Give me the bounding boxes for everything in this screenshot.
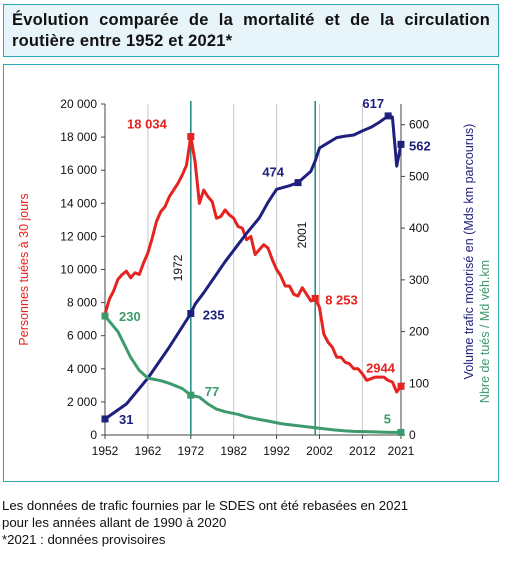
y-left-tick-label: 14 000 — [60, 196, 97, 210]
data-marker-traffic — [187, 309, 195, 317]
y-left-tick-label: 16 000 — [60, 163, 97, 177]
data-marker-deaths — [311, 294, 319, 302]
data-marker-ratio — [397, 428, 405, 436]
y-left-tick-label: 4 000 — [67, 362, 97, 376]
x-tick-label: 1982 — [220, 444, 247, 458]
data-label-traffic: 617 — [362, 96, 384, 111]
data-label-traffic: 562 — [409, 138, 431, 153]
data-label-deaths: 2944 — [366, 360, 396, 375]
y-right-tick-label: 500 — [409, 169, 429, 183]
y-left-tick-label: 8 000 — [67, 296, 97, 310]
reference-line-label-1972: 1972 — [171, 254, 185, 281]
series-line-traffic — [103, 114, 403, 421]
x-tick-label: 2012 — [349, 444, 376, 458]
y-right-axis-title-2: Nbre de tués / Md véh.km — [478, 260, 492, 403]
data-marker-traffic — [384, 112, 392, 120]
y-left-tick-label: 0 — [90, 428, 97, 442]
data-marker-ratio — [101, 312, 109, 320]
chart-svg: 0 2 000 4 000 6 000 8 000 10 000 12 000 14 000 1… — [17, 96, 492, 458]
data-label-ratio: 5 — [384, 411, 391, 426]
title-box: Évolution comparée de la mortalité et de… — [3, 4, 499, 57]
data-marker-deaths — [187, 133, 195, 141]
x-tick-label: 1972 — [177, 444, 204, 458]
x-tick-label: 1992 — [263, 444, 290, 458]
data-label-traffic: 235 — [203, 307, 225, 322]
chart-title: Évolution comparée de la mortalité et de… — [12, 11, 490, 50]
data-label-ratio: 230 — [119, 309, 141, 324]
y-left-tick-label: 20 000 — [60, 97, 97, 111]
note-line-1: Les données de trafic fournies par le SD… — [2, 498, 409, 513]
series-line-deaths — [103, 135, 403, 394]
x-tick-label: 1962 — [135, 444, 162, 458]
y-left-axis-title: Personnes tuées à 30 jours — [17, 193, 31, 345]
y-right-tick-label: 0 — [409, 428, 416, 442]
y-right-tick-label: 200 — [409, 325, 429, 339]
y-left-tick-label: 6 000 — [67, 329, 97, 343]
y-right-tick-label: 300 — [409, 273, 429, 287]
x-tick-label: 2021 — [388, 444, 415, 458]
series-line-ratio — [103, 314, 403, 434]
data-marker-traffic — [397, 140, 405, 148]
y-left-tick-label: 18 000 — [60, 130, 97, 144]
note-line-2: pour les années allant de 1990 à 2020 — [2, 515, 227, 530]
y-left-tick-label: 2 000 — [67, 395, 97, 409]
y-left-tick-label: 12 000 — [60, 229, 97, 243]
y-right-tick-label: 600 — [409, 118, 429, 132]
y-left-tick-label: 10 000 — [60, 263, 97, 277]
data-marker-ratio — [187, 391, 195, 399]
y-right-axis-title: Volume trafic motorisé en (Mds km parcou… — [462, 124, 476, 380]
data-label-ratio: 77 — [205, 384, 219, 399]
data-label-deaths: 8 253 — [325, 292, 358, 307]
data-marker-traffic — [294, 179, 302, 187]
chart-frame: 0 2 000 4 000 6 000 8 000 10 000 12 000 14 000 1… — [3, 64, 499, 482]
data-marker-traffic — [101, 415, 109, 423]
x-tick-label: 1952 — [92, 444, 119, 458]
data-label-deaths: 18 034 — [127, 117, 168, 132]
data-label-traffic: 31 — [119, 412, 133, 427]
data-marker-deaths — [397, 382, 405, 390]
note-line-3: *2021 : données provisoires — [2, 532, 166, 547]
y-right-tick-label: 400 — [409, 221, 429, 235]
x-tick-label: 2002 — [306, 444, 333, 458]
reference-line-label-2001: 2001 — [295, 221, 309, 248]
y-right-tick-label: 100 — [409, 376, 429, 390]
data-label-traffic: 474 — [262, 165, 284, 180]
